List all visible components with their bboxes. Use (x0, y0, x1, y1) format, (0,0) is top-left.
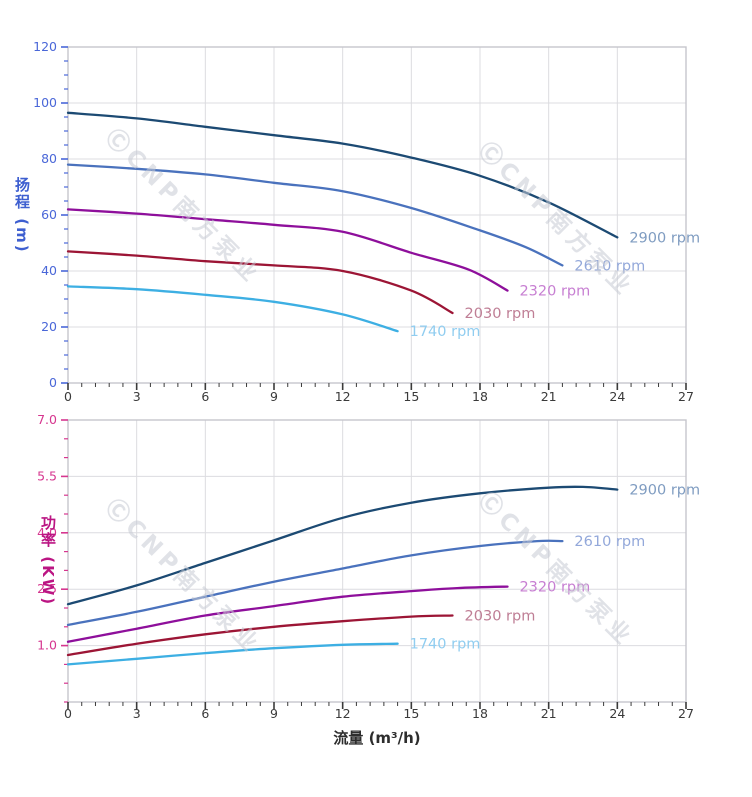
curve-2900-rpm (66, 111, 619, 239)
curve-2610-rpm (66, 539, 564, 627)
y-tick-label: 20 (41, 319, 57, 334)
x-tick-label: 18 (472, 706, 488, 721)
power-chart: 1.0 2.5 4.0 5.5 7.0 0 3 6 9 12 15 18 21 24 27 2900 rpm 2… (37, 412, 700, 721)
power-axis-title: 功率 (KW) (39, 515, 57, 607)
x-tick-label: 27 (678, 389, 694, 404)
curve-label-1740-rpm: 1740 rpm (410, 637, 481, 653)
curve-2030-rpm (66, 614, 454, 657)
curve-label-2030-rpm: 2030 rpm (465, 609, 536, 625)
y-tick-label: 0 (49, 375, 57, 390)
plot-border (67, 419, 687, 703)
flow-axis-title: 流量 (m³/h) (333, 729, 421, 747)
x-tick-label: 12 (335, 706, 351, 721)
y-tick-label: 80 (41, 151, 57, 166)
curve-2900-rpm (66, 485, 619, 606)
curve-1740-rpm (66, 285, 399, 333)
curve-label-2610-rpm: 2610 rpm (574, 534, 645, 550)
x-tick-label: 0 (64, 389, 72, 404)
x-tick-label: 24 (609, 389, 625, 404)
y-tick-label: 5.5 (37, 468, 57, 483)
y-tick-label: 2.5 (37, 581, 57, 596)
x-tick-label: 9 (270, 706, 278, 721)
x-tick-label: 3 (133, 389, 141, 404)
curve-label-1740-rpm: 1740 rpm (410, 324, 481, 340)
curve-2320-rpm (66, 585, 509, 643)
curve-label-2030-rpm: 2030 rpm (465, 306, 536, 322)
y-tick-label: 100 (33, 95, 57, 110)
y-tick-label: 4.0 (37, 525, 57, 540)
x-tick-label: 6 (201, 389, 209, 404)
curve-2610-rpm (66, 163, 564, 267)
y-tick-label: 40 (41, 263, 57, 278)
x-tick-label: 15 (403, 389, 419, 404)
x-tick-label: 21 (541, 389, 557, 404)
curve-label-2900-rpm: 2900 rpm (629, 230, 700, 246)
curve-1740-rpm (66, 642, 399, 666)
x-tick-label: 27 (678, 706, 694, 721)
curve-2320-rpm (66, 208, 509, 292)
curve-label-2610-rpm: 2610 rpm (574, 258, 645, 274)
x-tick-label: 0 (64, 706, 72, 721)
curve-label-2900-rpm: 2900 rpm (629, 483, 700, 499)
x-tick-label: 18 (472, 389, 488, 404)
y-tick-label: 7.0 (37, 412, 57, 427)
head-chart: 0 20 40 60 80 100 120 0 3 6 9 12 15 18 21 24 27 2900 rpm 2… (33, 39, 700, 404)
curve-label-2320-rpm: 2320 rpm (519, 580, 590, 596)
curve-2030-rpm (66, 250, 454, 315)
x-tick-label: 21 (541, 706, 557, 721)
y-tick-label: 120 (33, 39, 57, 54)
curve-label-2320-rpm: 2320 rpm (519, 284, 590, 300)
x-tick-label: 15 (403, 706, 419, 721)
y-tick-label: 1.0 (37, 638, 57, 653)
y-tick-label: 60 (41, 207, 57, 222)
head-axis-title: 扬程 (m) (13, 176, 31, 254)
x-tick-label: 9 (270, 389, 278, 404)
x-tick-label: 24 (609, 706, 625, 721)
x-tick-label: 12 (335, 389, 351, 404)
x-tick-label: 6 (201, 706, 209, 721)
x-tick-label: 3 (133, 706, 141, 721)
